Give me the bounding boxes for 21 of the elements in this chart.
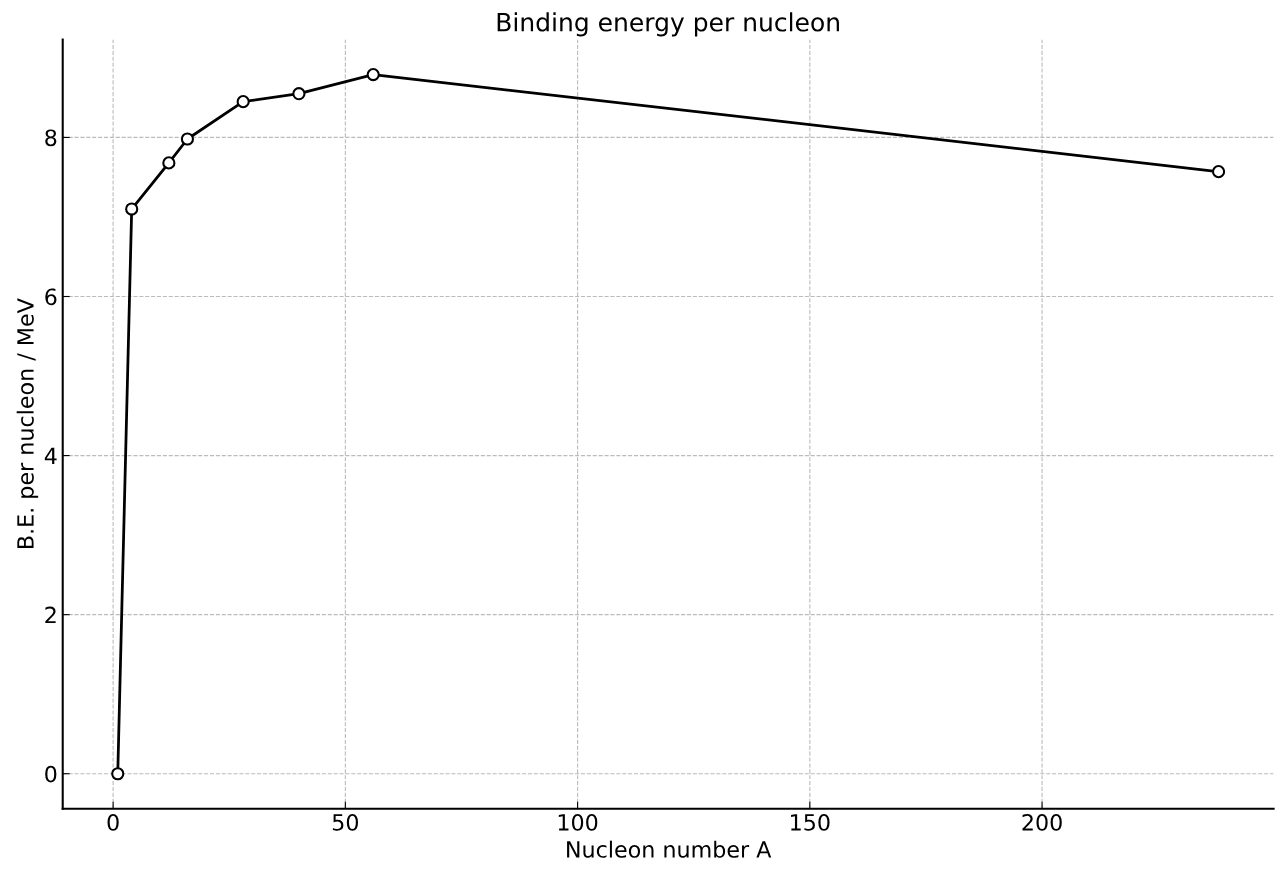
x-tick-label: 150 [791, 813, 830, 831]
y-tick-label: 0 [45, 765, 57, 783]
x-tick-label: 0 [107, 813, 119, 831]
point [366, 68, 380, 82]
point [292, 87, 306, 101]
y-tick-label: 8 [45, 129, 57, 147]
point [111, 767, 125, 781]
point [180, 132, 195, 146]
x-axis-title: Nucleon number A [567, 840, 772, 858]
x-tick-label: 50 [332, 813, 359, 831]
chart-title: Binding energy per nucleon [497, 12, 839, 37]
x-tick-label: 100 [558, 813, 598, 831]
y-tick-label: 2 [45, 606, 56, 624]
point [125, 202, 139, 216]
point [162, 156, 176, 170]
y-tick-label: 6 [45, 288, 57, 306]
y-axis-title: B.E. per nucleon / MeV [16, 298, 39, 548]
y-tick-label: 4 [44, 447, 57, 465]
point [236, 95, 250, 109]
point [1211, 165, 1226, 179]
x-tick-label: 200 [1022, 813, 1062, 831]
